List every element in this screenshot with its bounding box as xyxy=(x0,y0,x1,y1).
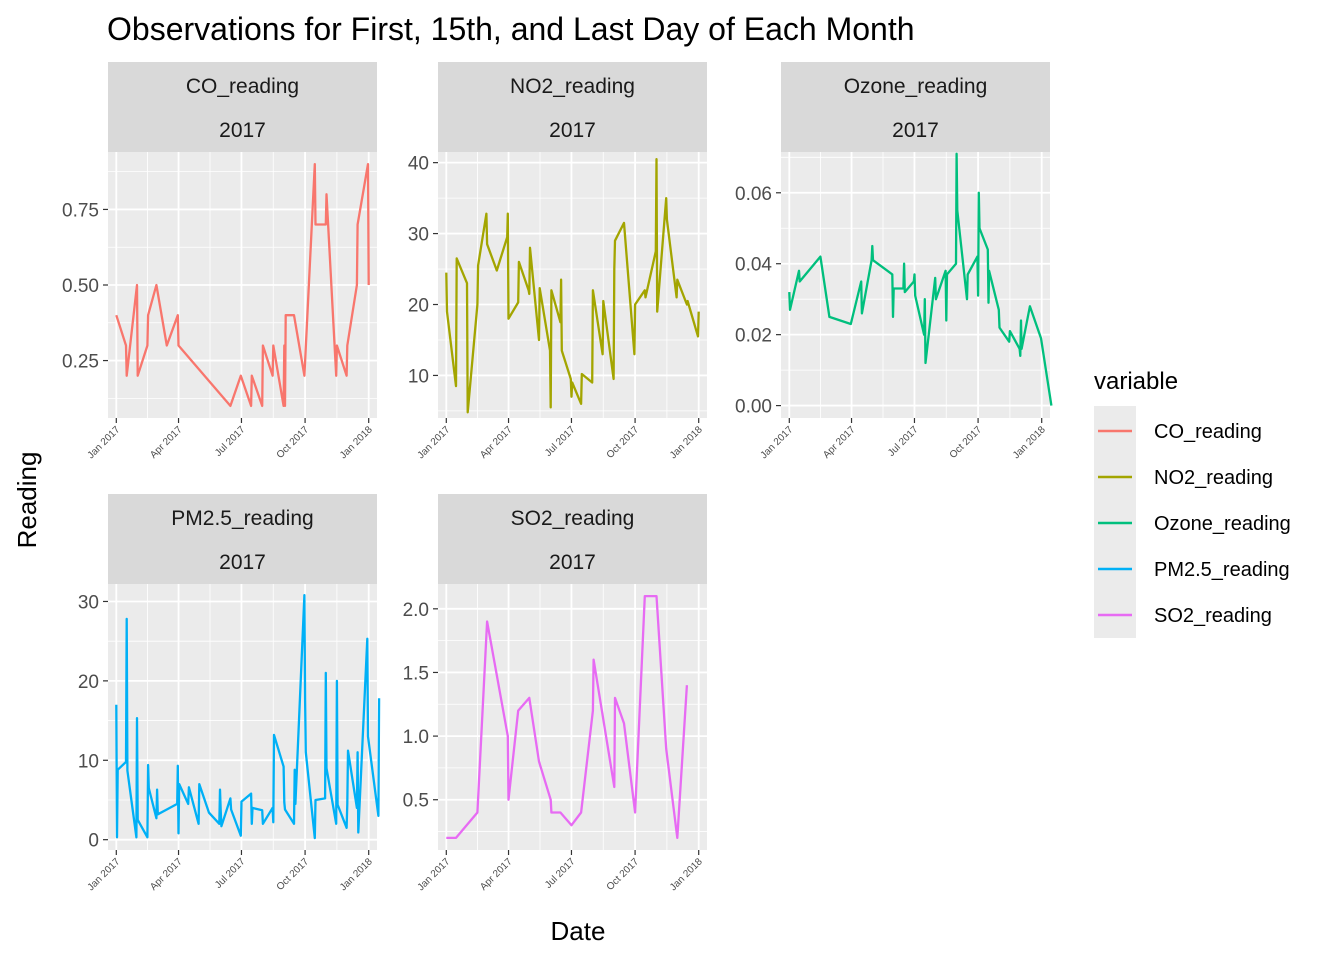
series-line-so2-reading xyxy=(446,594,689,840)
strip-label-so2-reading: SO2_reading xyxy=(511,507,635,530)
legend-title: variable xyxy=(1094,368,1178,395)
strip-ozone-reading xyxy=(781,62,1050,152)
series-line-co-reading xyxy=(115,162,370,408)
strip-label-ozone-reading: Ozone_reading xyxy=(844,75,988,98)
y-tick-label: 1.5 xyxy=(403,663,429,684)
legend-label-co-reading: CO_reading xyxy=(1154,421,1262,443)
series-line-no2-reading xyxy=(445,157,700,414)
y-tick-label: 0.5 xyxy=(403,791,429,812)
y-tick-label: 10 xyxy=(78,751,99,772)
y-tick-label: 0.02 xyxy=(735,326,772,347)
strip-pm2-5-reading xyxy=(108,494,377,584)
y-tick-label: 0.50 xyxy=(62,276,99,297)
legend-label-no2-reading: NO2_reading xyxy=(1154,467,1273,489)
y-tick-label: 0.04 xyxy=(735,255,772,276)
y-tick-label: 0.25 xyxy=(62,352,99,373)
strip-label-co-reading: CO_reading xyxy=(186,75,299,98)
y-tick-label: 10 xyxy=(408,366,429,387)
y-tick-label: 20 xyxy=(408,296,429,317)
strip-year-co-reading: 2017 xyxy=(219,119,266,142)
strip-co-reading xyxy=(108,62,377,152)
series-line-pm2-5-reading xyxy=(115,593,381,840)
y-tick-label: 0.06 xyxy=(735,184,772,205)
legend-label-so2-reading: SO2_reading xyxy=(1154,605,1272,627)
strip-no2-reading xyxy=(438,62,707,152)
y-tick-label: 1.0 xyxy=(403,727,429,748)
y-tick-label: 0 xyxy=(88,831,99,852)
chart-title: Observations for First, 15th, and Last D… xyxy=(107,11,915,47)
strip-year-so2-reading: 2017 xyxy=(549,551,596,574)
legend: variable CO_reading NO2_reading Ozone_read… xyxy=(1094,368,1291,638)
strip-so2-reading xyxy=(438,494,707,584)
strip-label-pm2-5-reading: PM2.5_reading xyxy=(171,507,313,530)
x-axis-title: Date xyxy=(551,916,606,946)
strip-year-pm2-5-reading: 2017 xyxy=(219,551,266,574)
panel-background-no2-reading xyxy=(438,152,707,418)
y-axis-title: Reading xyxy=(12,452,42,549)
y-tick-label: 20 xyxy=(78,672,99,693)
strip-year-ozone-reading: 2017 xyxy=(892,119,939,142)
y-tick-label: 0.00 xyxy=(735,397,772,418)
legend-label-pm2-5-reading: PM2.5_reading xyxy=(1154,559,1290,581)
strip-year-no2-reading: 2017 xyxy=(549,119,596,142)
y-tick-label: 30 xyxy=(408,225,429,246)
y-tick-label: 2.0 xyxy=(403,600,429,621)
series-line-ozone-reading xyxy=(788,152,1053,406)
strip-label-no2-reading: NO2_reading xyxy=(510,75,635,98)
y-tick-label: 0.75 xyxy=(62,200,99,221)
y-tick-label: 30 xyxy=(78,592,99,613)
y-tick-label: 40 xyxy=(408,154,429,175)
legend-label-ozone-reading: Ozone_reading xyxy=(1154,513,1291,535)
